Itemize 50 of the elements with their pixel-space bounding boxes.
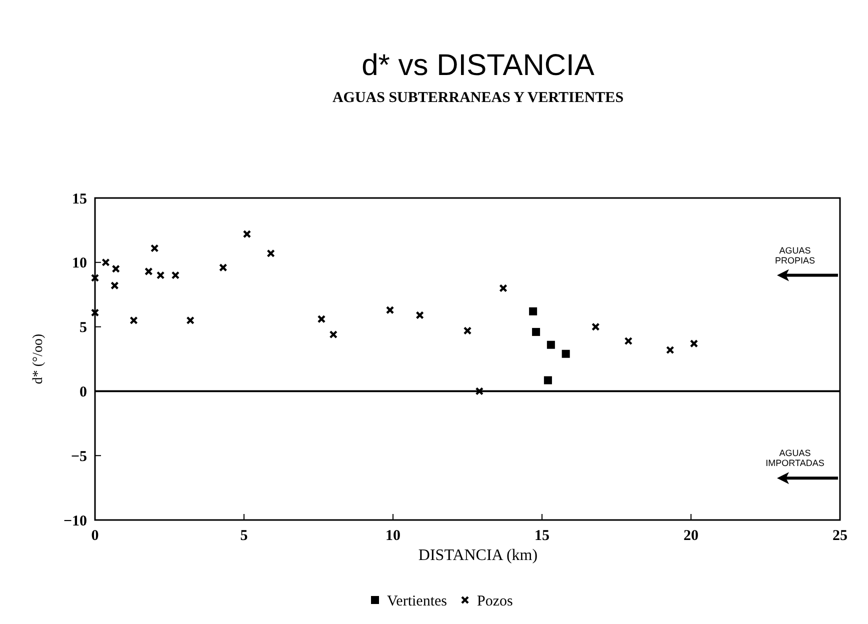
x-axis-title: DISTANCIA (km) [418,547,538,564]
x-tick-label: 0 [91,528,99,544]
y-tick-label: 0 [80,384,87,400]
point [624,336,633,346]
point [529,307,538,316]
point [592,322,600,331]
point [386,306,394,314]
point [544,376,552,384]
point [546,340,555,349]
point [532,328,540,336]
point [144,267,153,276]
point [171,271,180,280]
annotation: AGUAS PROPIAS [774,245,816,266]
point [110,281,119,290]
y-tick-label: 10 [72,256,87,272]
point [130,316,138,324]
x-tick-label: 15 [534,528,550,544]
point [112,264,120,273]
y-tick-label: 5 [80,320,87,336]
x-tick-label: 25 [832,528,848,544]
y-tick-label: −5 [70,448,87,465]
point [666,346,674,354]
x-tick-label: 5 [240,528,248,544]
point [150,244,159,252]
legend-label: Vertientes [387,593,448,610]
point [475,387,484,396]
point [463,326,472,335]
x-tick-label: 10 [386,528,400,544]
y-axis-title: d* (°/oo) [31,334,46,384]
point [102,258,110,266]
point [242,230,252,238]
y-tick-label: −10 [63,513,87,530]
point [499,284,508,292]
chart-title: d* vs DISTANCIA [362,49,594,82]
point [219,263,228,272]
point [317,314,326,324]
point [329,330,338,339]
x-tick-label: 20 [684,528,698,544]
point [90,308,100,317]
point [562,350,570,358]
point [416,311,424,320]
point [266,249,275,258]
annotation: AGUAS IMPORTADAS [766,448,824,468]
chart-subtitle: AGUAS SUBTERRANEAS Y VERTIENTES [332,90,624,106]
point [90,274,100,282]
legend-label: Pozos [477,593,513,610]
point [690,339,698,348]
y-tick-label: 15 [72,191,87,208]
point [156,271,165,280]
point [186,316,194,324]
